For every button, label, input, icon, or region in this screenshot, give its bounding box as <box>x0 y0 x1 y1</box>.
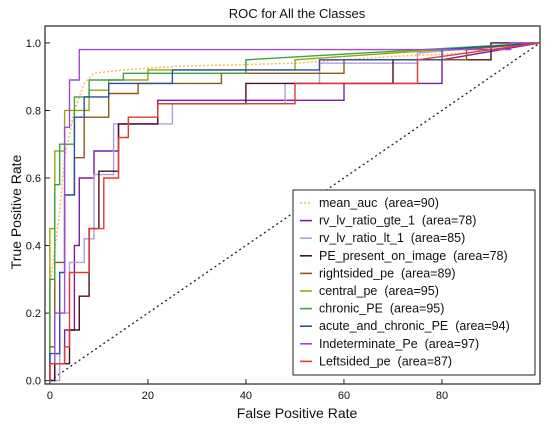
roc-series-line-5 <box>49 42 541 381</box>
y-axis-ticks: 0.0 0.2 0.4 0.6 0.8 1.0 <box>26 38 50 388</box>
y-tick-label: 0.8 <box>26 105 41 117</box>
y-tick-label: 0.6 <box>26 173 41 185</box>
chance-diagonal-layer <box>49 42 541 382</box>
x-tick-label: 0 <box>47 390 53 402</box>
legend-entry-label: Indeterminate_Pe (area=97) <box>319 337 479 351</box>
legend-entry-label: rightsided_pe (area=89) <box>319 266 456 280</box>
y-tick-label: 0.0 <box>26 376 41 388</box>
legend-entry-label: chronic_PE (area=95) <box>319 302 444 316</box>
series-layer <box>49 42 541 382</box>
x-tick-label: 80 <box>436 390 448 402</box>
legend-box <box>292 189 536 376</box>
chance-diagonal-line <box>49 42 541 382</box>
legend-entry-label: PE_present_on_image (area=78) <box>319 249 508 263</box>
roc-series-line-1 <box>49 42 541 381</box>
roc-series-line-8 <box>49 42 541 381</box>
y-tick-label: 1.0 <box>26 38 41 50</box>
legend-entry-label: rv_lv_ratio_lt_1 (area=85) <box>319 231 465 245</box>
legend-items: mean_auc (area=90) rv_lv_ratio_gte_1 (are… <box>300 196 510 368</box>
legend-entry-label: mean_auc (area=90) <box>319 196 439 210</box>
x-tick-label: 20 <box>142 390 154 402</box>
chart-title: ROC for All the Classes <box>229 6 366 21</box>
y-tick-label: 0.4 <box>26 241 41 253</box>
roc-series-line-10 <box>49 42 541 381</box>
legend-entry-label: central_pe (area=95) <box>319 284 439 298</box>
x-tick-label: 40 <box>240 390 252 402</box>
legend-entry-label: Leftsided_pe (area=87) <box>319 354 452 368</box>
legend: mean_auc (area=90) rv_lv_ratio_gte_1 (are… <box>292 189 536 376</box>
x-axis-label: False Positive Rate <box>237 405 358 421</box>
legend-entry-label: rv_lv_ratio_gte_1 (area=78) <box>319 214 476 228</box>
y-tick-label: 0.2 <box>26 308 41 320</box>
y-axis-label: True Positive Rate <box>8 154 24 269</box>
x-tick-label: 60 <box>338 390 350 402</box>
legend-entry-label: acute_and_chronic_PE (area=94) <box>319 319 510 333</box>
roc-series-line-7 <box>49 42 541 381</box>
